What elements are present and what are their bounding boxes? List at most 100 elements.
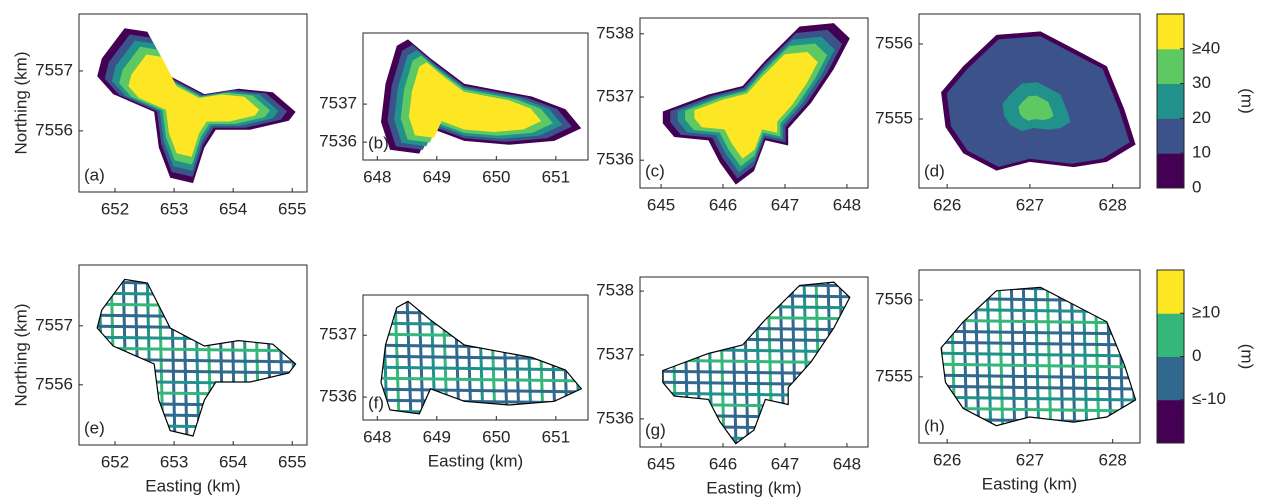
panel-label: (f)	[368, 393, 384, 412]
y-tick-label: 7536	[596, 408, 634, 427]
y-tick-label: 7538	[596, 281, 634, 300]
x-tick-label: 646	[709, 195, 737, 214]
track	[941, 351, 1136, 358]
y-tick-label: 7537	[596, 86, 634, 105]
panel-label: (e)	[84, 418, 105, 437]
x-axis-label: Easting (km)	[706, 478, 801, 497]
colorbar-band	[1157, 48, 1184, 85]
map-layer	[408, 62, 542, 138]
y-tick-label: 7555	[875, 366, 913, 385]
outline	[96, 278, 297, 437]
y-tick-label: 7537	[319, 94, 357, 113]
colorbar-band	[1157, 118, 1184, 154]
x-tick-label: 652	[101, 452, 129, 471]
colorbar-band	[1157, 83, 1184, 119]
x-axis-label: Easting (km)	[145, 476, 240, 495]
panel-label: (g)	[645, 420, 666, 439]
y-tick-label: 7557	[35, 60, 73, 79]
panel-frame	[78, 264, 308, 446]
y-tick-label: 7537	[319, 325, 357, 344]
x-tick-label: 628	[1098, 195, 1126, 214]
x-tick-label: 645	[647, 454, 675, 473]
colorbar-tick-label: 0	[1192, 346, 1201, 365]
colorbar-band	[1157, 313, 1184, 357]
panel-label: (d)	[924, 161, 945, 180]
colorbar-label: (m)	[1238, 88, 1257, 113]
x-tick-label: 652	[101, 199, 129, 218]
x-tick-label: 655	[278, 452, 306, 471]
y-tick-label: 7536	[319, 387, 357, 406]
outline	[380, 300, 583, 415]
colorbar-tick-label: ≤-10	[1192, 389, 1226, 408]
x-tick-label: 647	[771, 454, 799, 473]
colorbar-tick-label: 0	[1192, 177, 1201, 196]
track	[381, 365, 582, 372]
x-tick-label: 649	[423, 167, 451, 186]
track	[941, 362, 1136, 369]
x-tick-label: 626	[933, 195, 961, 214]
colorbar-label: (m)	[1238, 344, 1257, 369]
y-tick-label: 7536	[596, 150, 634, 169]
x-tick-label: 655	[278, 199, 306, 218]
outline	[662, 281, 851, 445]
track	[381, 376, 582, 383]
x-tick-label: 646	[709, 454, 737, 473]
map-layer	[128, 54, 260, 157]
x-tick-label: 653	[160, 452, 188, 471]
y-tick-label: 7556	[875, 289, 913, 308]
map-layer	[1018, 95, 1054, 121]
x-tick-label: 654	[219, 452, 247, 471]
track	[941, 340, 1136, 347]
track	[381, 387, 582, 394]
track	[941, 384, 1136, 391]
map-layer	[694, 52, 818, 159]
x-tick-label: 627	[1016, 450, 1044, 469]
colorbar-band	[1157, 270, 1184, 314]
x-tick-label: 626	[933, 450, 961, 469]
x-axis-label: Easting (km)	[428, 451, 523, 470]
x-tick-label: 628	[1098, 450, 1126, 469]
x-tick-label: 649	[423, 427, 451, 446]
x-tick-label: 648	[833, 195, 861, 214]
panel-label: (b)	[368, 133, 389, 152]
y-tick-label: 7557	[35, 315, 73, 334]
y-axis-label: Northing (km)	[11, 304, 30, 407]
panel-label: (a)	[84, 165, 105, 184]
x-tick-label: 648	[363, 427, 391, 446]
x-tick-label: 647	[771, 195, 799, 214]
colorbar-band	[1157, 153, 1184, 189]
colorbar-band	[1157, 356, 1184, 401]
y-tick-label: 7538	[596, 23, 634, 42]
panel-label: (h)	[924, 416, 945, 435]
y-axis-label: Northing (km)	[11, 52, 30, 155]
colorbar-band	[1157, 14, 1184, 50]
colorbar-tick-label: 20	[1192, 108, 1211, 127]
colorbar-tick-label: ≥40	[1192, 38, 1220, 57]
colorbar-tick-label: 30	[1192, 73, 1211, 92]
x-tick-label: 650	[482, 427, 510, 446]
y-tick-label: 7555	[875, 108, 913, 127]
y-tick-label: 7556	[35, 120, 73, 139]
y-tick-label: 7556	[35, 374, 73, 393]
colorbar-tick-label: ≥10	[1192, 303, 1220, 322]
panel-label: (c)	[645, 161, 665, 180]
x-tick-label: 651	[542, 427, 570, 446]
y-tick-label: 7556	[875, 33, 913, 52]
x-tick-label: 645	[647, 195, 675, 214]
x-tick-label: 648	[833, 454, 861, 473]
track	[941, 373, 1136, 380]
track	[941, 329, 1136, 336]
x-tick-label: 651	[542, 167, 570, 186]
outline	[940, 286, 1137, 427]
x-tick-label: 650	[482, 167, 510, 186]
x-tick-label: 627	[1016, 195, 1044, 214]
x-tick-label: 648	[363, 167, 391, 186]
x-tick-label: 653	[160, 199, 188, 218]
y-tick-label: 7536	[319, 132, 357, 151]
x-tick-label: 654	[219, 199, 247, 218]
colorbar-band	[1157, 399, 1184, 444]
x-axis-label: Easting (km)	[982, 474, 1077, 493]
colorbar-frame	[1156, 13, 1185, 189]
colorbar-tick-label: 10	[1192, 143, 1211, 162]
